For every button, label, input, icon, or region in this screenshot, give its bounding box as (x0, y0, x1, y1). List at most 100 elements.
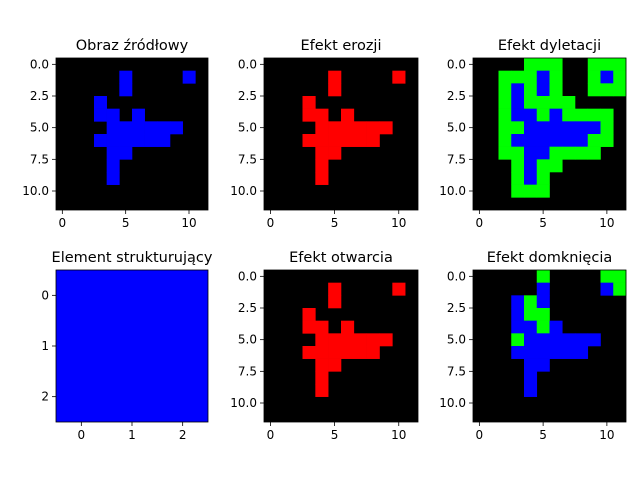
pixel-cell (587, 333, 601, 347)
x-tick-label: 0 (267, 216, 275, 230)
pixel-cell (511, 320, 525, 334)
pixel-cell (328, 134, 342, 147)
y-tick-label: 10.0 (439, 184, 466, 198)
pixel-cell (392, 70, 406, 84)
pixel-cell (498, 146, 512, 160)
pixel-cell (524, 83, 538, 97)
pixel-cell (600, 108, 614, 122)
panel-title: Obraz źródłowy (76, 38, 189, 54)
y-tick-label: 1 (41, 339, 49, 353)
pixel-cell (341, 121, 355, 135)
pixel-cell (353, 134, 367, 147)
pixel-cell (379, 121, 393, 135)
pixel-cell (182, 70, 196, 84)
pixel-cell (511, 172, 525, 185)
panel-title: Efekt erozji (301, 38, 382, 54)
pixel-cell (524, 346, 538, 359)
pixel-cell (144, 121, 158, 135)
pixel-cell (119, 70, 133, 84)
pixel-cell (94, 108, 107, 122)
pixel-cell (524, 295, 538, 309)
pixel-cell (536, 308, 550, 321)
pixel-cell (498, 70, 512, 84)
pixel-cell (366, 333, 380, 347)
y-tick-label: 0.0 (238, 57, 257, 71)
pixel-cell (575, 134, 589, 147)
x-tick-label: 5 (539, 428, 547, 442)
pixel-cell (575, 346, 589, 359)
pixel-cell (328, 333, 342, 347)
pixel-cell (587, 70, 601, 84)
pixel-cell (549, 134, 563, 147)
pixel-cell (511, 146, 525, 160)
pixel-cell (498, 83, 512, 97)
x-tick-label: 0 (78, 428, 86, 442)
y-tick-label: 7.5 (447, 152, 466, 166)
pixel-cell (119, 83, 133, 97)
pixel-cell (353, 346, 367, 359)
pixel-cell (315, 333, 329, 347)
pixel-cell (366, 346, 380, 359)
pixel-cell (511, 159, 525, 173)
pixel-cell (536, 295, 550, 309)
pixel-cell (315, 146, 329, 160)
x-tick-label: 0 (476, 216, 484, 230)
pixel-cell (536, 159, 550, 173)
pixel-cell (315, 108, 329, 122)
y-tick-label: 0 (41, 288, 49, 302)
y-tick-label: 2 (41, 390, 49, 404)
pixel-cell (511, 83, 525, 97)
y-tick-label: 2.5 (238, 301, 257, 315)
pixel-cell (562, 108, 576, 122)
pixel-cell (587, 146, 601, 160)
pixel-cell (328, 358, 342, 372)
pixel-cell (524, 121, 538, 135)
pixel-cell (536, 270, 550, 283)
pixel-cell (536, 121, 550, 135)
pixel-cell (498, 134, 512, 147)
pixel-cell (119, 146, 133, 160)
pixel-cell (524, 172, 538, 185)
pixel-cell (613, 58, 627, 71)
pixel-cell (549, 146, 563, 160)
y-tick-label: 0.0 (447, 269, 466, 283)
pixel-cell (328, 83, 342, 97)
y-tick-label: 2.5 (238, 89, 257, 103)
pixel-cell (366, 134, 380, 147)
pixel-cell (562, 346, 576, 359)
x-tick-label: 0 (59, 216, 67, 230)
pixel-cell (170, 121, 183, 135)
pixel-cell (562, 333, 576, 347)
panel-title: Efekt otwarcia (289, 250, 393, 266)
pixel-cell (613, 270, 627, 283)
pixel-cell (575, 146, 589, 160)
pixel-cell (600, 134, 614, 147)
panel-5: Efekt otwarcia 0 5 10 0.0 2.5 5.0 7.5 10.0 (230, 250, 419, 442)
pixel-cell (315, 172, 329, 185)
pixel-cell (106, 121, 120, 135)
y-tick-label: 10.0 (230, 396, 257, 410)
x-tick-label: 10 (391, 216, 406, 230)
pixel-cell (328, 121, 342, 135)
axes-frame (263, 269, 419, 423)
x-tick-label: 10 (599, 216, 614, 230)
panel-title: Efekt domknięcia (487, 250, 613, 266)
x-tick-label: 5 (331, 428, 339, 442)
pixel-cell (575, 121, 589, 135)
pixel-cell (511, 121, 525, 135)
panel-3: Efekt dyletacji 0 5 10 0.0 2.5 5.0 7.5 10.0 (439, 38, 627, 230)
pixel-cell (328, 346, 342, 359)
pixel-cell (511, 333, 525, 347)
pixel-cell (328, 295, 342, 309)
pixel-cell (144, 134, 158, 147)
pixel-cell (536, 108, 550, 122)
pixel-cell (613, 70, 627, 84)
panel-2: Efekt erozji 0 5 10 0.0 2.5 5.0 7.5 10.0 (230, 38, 419, 230)
pixel-cell (315, 320, 329, 334)
pixel-cell (524, 96, 538, 109)
pixel-cell (536, 333, 550, 347)
pixel-cell (511, 70, 525, 84)
x-tick-label: 10 (391, 428, 406, 442)
pixel-cell (498, 121, 512, 135)
